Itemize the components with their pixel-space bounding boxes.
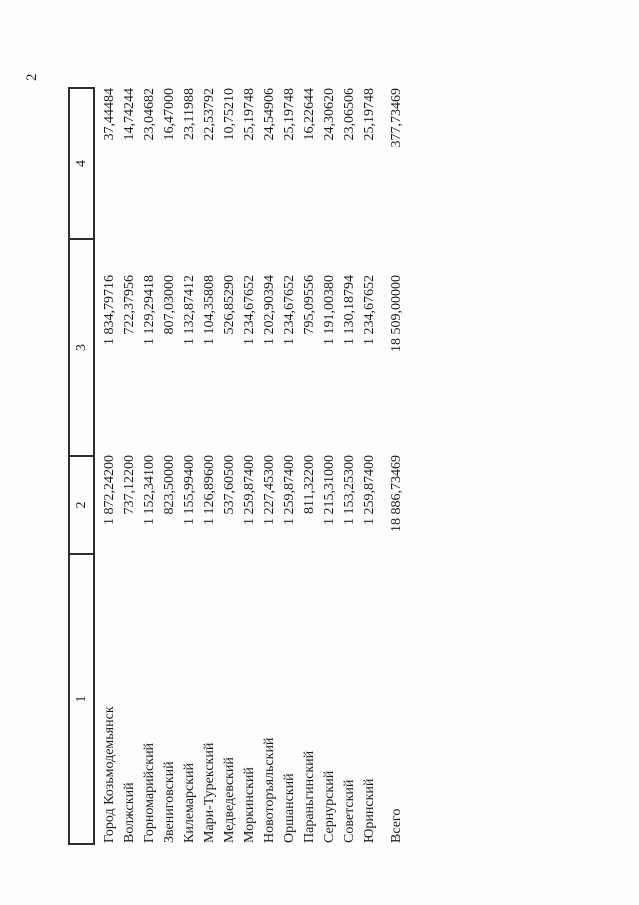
table-row: Советский 1 153,25300 1 130,18794 23,06506 <box>340 87 360 845</box>
row-name-cell: Мари-Турекский <box>202 742 217 843</box>
row-value-col2: 1 227,45300 <box>262 455 277 525</box>
row-value-col3: 1 834,79716 <box>102 275 117 345</box>
row-value-col2: 1 259,87400 <box>282 455 297 525</box>
row-value-col4: 14,74244 <box>122 88 137 141</box>
row-name-cell: Оршанский <box>282 773 297 843</box>
row-name-cell: Волжский <box>122 782 137 843</box>
row-value-col3: 1 130,18794 <box>342 275 357 345</box>
row-value-col2: 1 155,99400 <box>182 455 197 525</box>
row-value-col4: 24,54906 <box>262 88 277 141</box>
row-value-col3: 1 202,90394 <box>262 275 277 345</box>
row-name-cell: Город Козьмодемьянск <box>102 706 117 843</box>
row-name-cell: Советский <box>342 779 357 843</box>
table-row: Параньгинский 811,32200 795,09556 16,22644 <box>300 87 320 845</box>
row-value-col2: 1 153,25300 <box>342 455 357 525</box>
row-value-col4: 23,04682 <box>142 88 157 141</box>
row-value-col3: 1 234,67652 <box>242 275 257 345</box>
row-value-col4: 16,47000 <box>162 88 177 141</box>
column-header-1: 1 <box>68 553 95 845</box>
row-name-cell: Звениговский <box>162 761 177 843</box>
row-value-col4: 25,19748 <box>282 88 297 141</box>
table-total-row: Всего 18 886,73469 18 509,00000 377,7346… <box>387 87 407 845</box>
row-name-cell: Горномарийский <box>142 742 157 843</box>
row-name-cell: Килемарский <box>182 762 197 843</box>
table-row: Мари-Турекский 1 126,89600 1 104,35808 22,5… <box>200 87 220 845</box>
total-value-col4: 377,73469 <box>389 88 404 148</box>
row-value-col2: 823,50000 <box>162 455 177 515</box>
table-row: Медведевский 537,60500 526,85290 10,75210 <box>220 87 240 845</box>
table-row: Моркинский 1 259,87400 1 234,67652 25,19748 <box>240 87 260 845</box>
total-label: Всего <box>389 808 404 843</box>
row-value-col3: 1 191,00380 <box>322 275 337 345</box>
total-value-col2: 18 886,73469 <box>389 455 404 532</box>
row-value-col3: 1 234,67652 <box>362 275 377 345</box>
row-value-col2: 811,32200 <box>302 455 317 514</box>
row-value-col2: 1 152,34100 <box>142 455 157 525</box>
row-value-col4: 16,22644 <box>302 88 317 141</box>
table-row: Юринский 1 259,87400 1 234,67652 25,19748 <box>360 87 380 845</box>
row-name-cell: Юринский <box>362 778 377 843</box>
column-header-3: 3 <box>68 238 95 455</box>
data-table: 1 2 3 4 Город Козьмодемьянск 1 872,24200 1… <box>68 87 407 845</box>
table-body: Город Козьмодемьянск 1 872,24200 1 834,797… <box>100 87 380 845</box>
table-row: Новоторъяльский 1 227,45300 1 202,90394 24,… <box>260 87 280 845</box>
row-value-col2: 537,60500 <box>222 455 237 515</box>
row-value-col3: 807,03000 <box>162 275 177 335</box>
table-header-row: 1 2 3 4 <box>68 87 95 845</box>
table-row: Звениговский 823,50000 807,03000 16,47000 <box>160 87 180 845</box>
row-value-col4: 22,53792 <box>202 88 217 141</box>
table-row: Волжский 737,12200 722,37956 14,74244 <box>120 87 140 845</box>
row-value-col4: 25,19748 <box>242 88 257 141</box>
table-row: Горномарийский 1 152,34100 1 129,29418 23,0… <box>140 87 160 845</box>
total-value-col3: 18 509,00000 <box>389 275 404 352</box>
table-row: Сернурский 1 215,31000 1 191,00380 24,30620 <box>320 87 340 845</box>
row-name-cell: Сернурский <box>322 770 337 843</box>
column-header-4: 4 <box>68 87 95 238</box>
row-value-col3: 526,85290 <box>222 275 237 335</box>
row-value-col2: 1 215,31000 <box>322 455 337 525</box>
row-name-cell: Медведевский <box>222 757 237 843</box>
row-value-col4: 24,30620 <box>322 88 337 141</box>
row-value-col2: 1 259,87400 <box>362 455 377 525</box>
table-row: Килемарский 1 155,99400 1 132,87412 23,1198… <box>180 87 200 845</box>
row-value-col2: 737,12200 <box>122 455 137 515</box>
row-value-col4: 23,06506 <box>342 88 357 141</box>
row-value-col2: 1 126,89600 <box>202 455 217 525</box>
row-value-col2: 1 259,87400 <box>242 455 257 525</box>
row-value-col3: 795,09556 <box>302 275 317 335</box>
row-name-cell: Параньгинский <box>302 750 317 843</box>
row-value-col3: 1 132,87412 <box>182 275 197 345</box>
table-row: Город Козьмодемьянск 1 872,24200 1 834,797… <box>100 87 120 845</box>
row-value-col3: 1 104,35808 <box>202 275 217 345</box>
column-header-2: 2 <box>68 455 95 553</box>
row-name-cell: Моркинский <box>242 767 257 843</box>
row-value-col4: 25,19748 <box>362 88 377 141</box>
page-number: 2 <box>24 73 40 81</box>
row-name-cell: Новоторъяльский <box>262 737 277 843</box>
row-value-col4: 37,44484 <box>102 88 117 141</box>
row-value-col4: 23,11988 <box>182 88 197 140</box>
row-value-col2: 1 872,24200 <box>102 455 117 525</box>
row-value-col3: 722,37956 <box>122 275 137 335</box>
table-row: Оршанский 1 259,87400 1 234,67652 25,19748 <box>280 87 300 845</box>
row-value-col4: 10,75210 <box>222 88 237 141</box>
row-value-col3: 1 129,29418 <box>142 275 157 345</box>
row-value-col3: 1 234,67652 <box>282 275 297 345</box>
